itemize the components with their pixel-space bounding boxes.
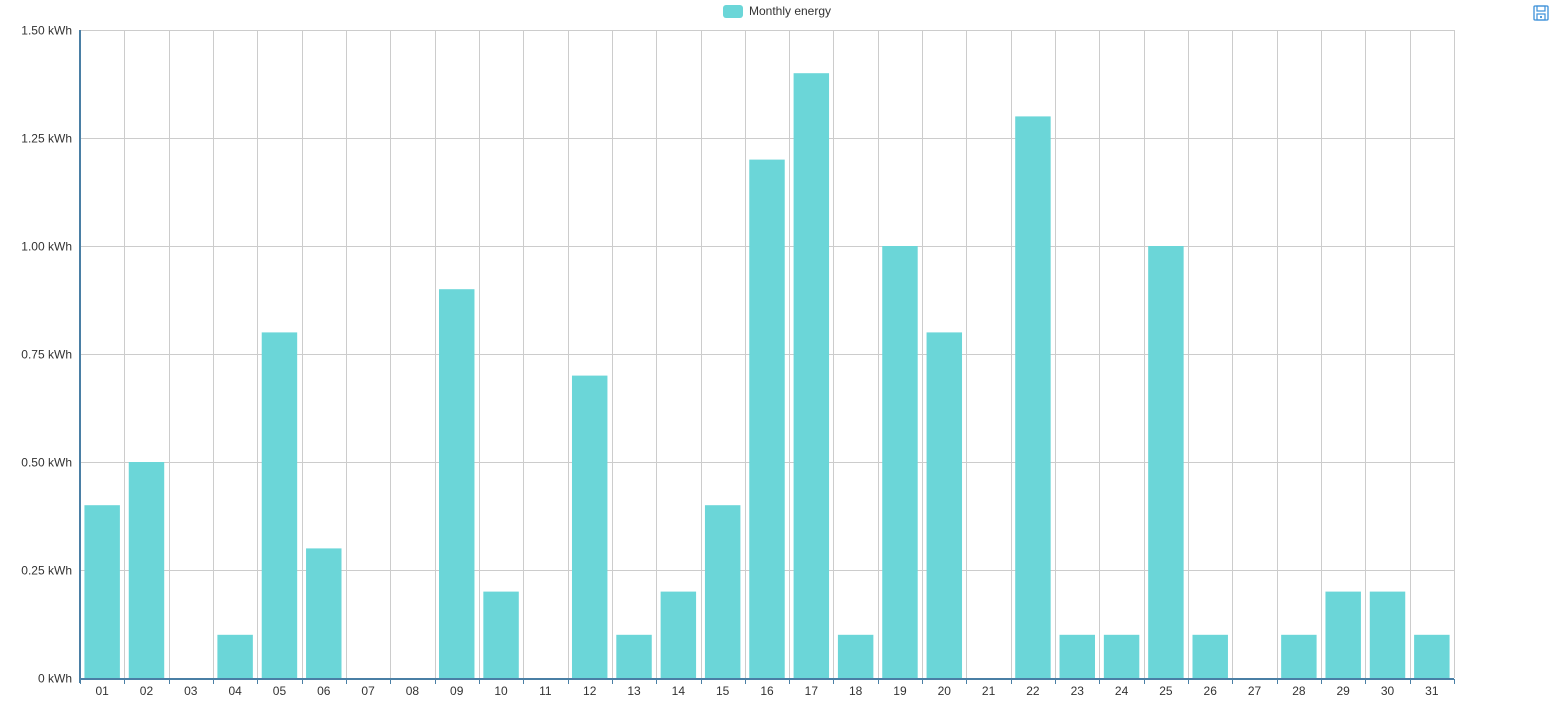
bar [926,332,963,678]
bar [1325,591,1361,678]
x-tick-label: 05 [273,684,287,698]
x-tick-label: 20 [938,684,952,698]
bar [837,634,874,678]
x-tick-label: 10 [494,684,508,698]
bar [793,73,830,678]
legend-swatch [722,4,743,18]
bar [439,289,475,678]
x-tick-label: 08 [406,684,420,698]
bar [571,375,608,678]
bar [261,332,298,678]
x-tick-label: 22 [1026,684,1040,698]
x-tick-label: 23 [1071,684,1085,698]
y-tick-label: 0.75 kWh [21,348,72,362]
bar [1103,634,1140,678]
x-tick-label: 07 [361,684,375,698]
y-tick-label: 0 kWh [38,672,72,686]
y-tick-label: 1.25 kWh [21,132,72,146]
bar [1192,634,1228,678]
bar [84,505,120,678]
y-tick-label: 1.50 kWh [21,24,72,38]
x-tick-label: 28 [1292,684,1306,698]
save-icon[interactable] [1531,3,1551,23]
legend-label: Monthly energy [748,4,832,18]
bar [1281,634,1317,678]
bar [704,505,741,678]
x-tick-label: 18 [849,684,863,698]
x-tick-label: 26 [1204,684,1218,698]
x-tick-label: 16 [760,684,774,698]
bar [749,159,785,679]
x-tick-label: 14 [672,684,686,698]
x-tick-label: 06 [317,684,331,698]
x-tick-label: 21 [982,684,996,698]
x-tick-label: 03 [184,684,198,698]
x-tick-label: 15 [716,684,730,698]
legend[interactable]: Monthly energy [0,4,1554,18]
bar [1369,591,1406,678]
y-tick-label: 0.25 kWh [21,564,72,578]
bar [616,634,652,678]
x-tick-label: 09 [450,684,464,698]
x-tick-label: 01 [95,684,109,698]
x-tick-label: 30 [1381,684,1395,698]
x-tick-label: 17 [805,684,819,698]
x-tick-label: 02 [140,684,154,698]
bar [660,591,697,678]
bar [1148,246,1184,678]
y-tick-label: 0.50 kWh [21,456,72,470]
bar [217,634,253,678]
x-tick-label: 13 [627,684,641,698]
bar [1059,634,1095,678]
x-tick-label: 19 [893,684,907,698]
x-tick-label: 24 [1115,684,1129,698]
bar [1015,116,1051,678]
x-tick-label: 04 [228,684,242,698]
x-tick-label: 11 [539,684,552,698]
bar [882,246,918,678]
x-tick-label: 12 [583,684,597,698]
x-tick-label: 27 [1248,684,1262,698]
bar [1414,634,1450,678]
x-tick-label: 31 [1425,684,1439,698]
bar [306,548,342,678]
x-tick-label: 29 [1337,684,1351,698]
y-tick-label: 1.00 kWh [21,240,72,254]
x-tick-label: 25 [1159,684,1173,698]
bar [128,462,165,678]
bar [483,591,519,678]
